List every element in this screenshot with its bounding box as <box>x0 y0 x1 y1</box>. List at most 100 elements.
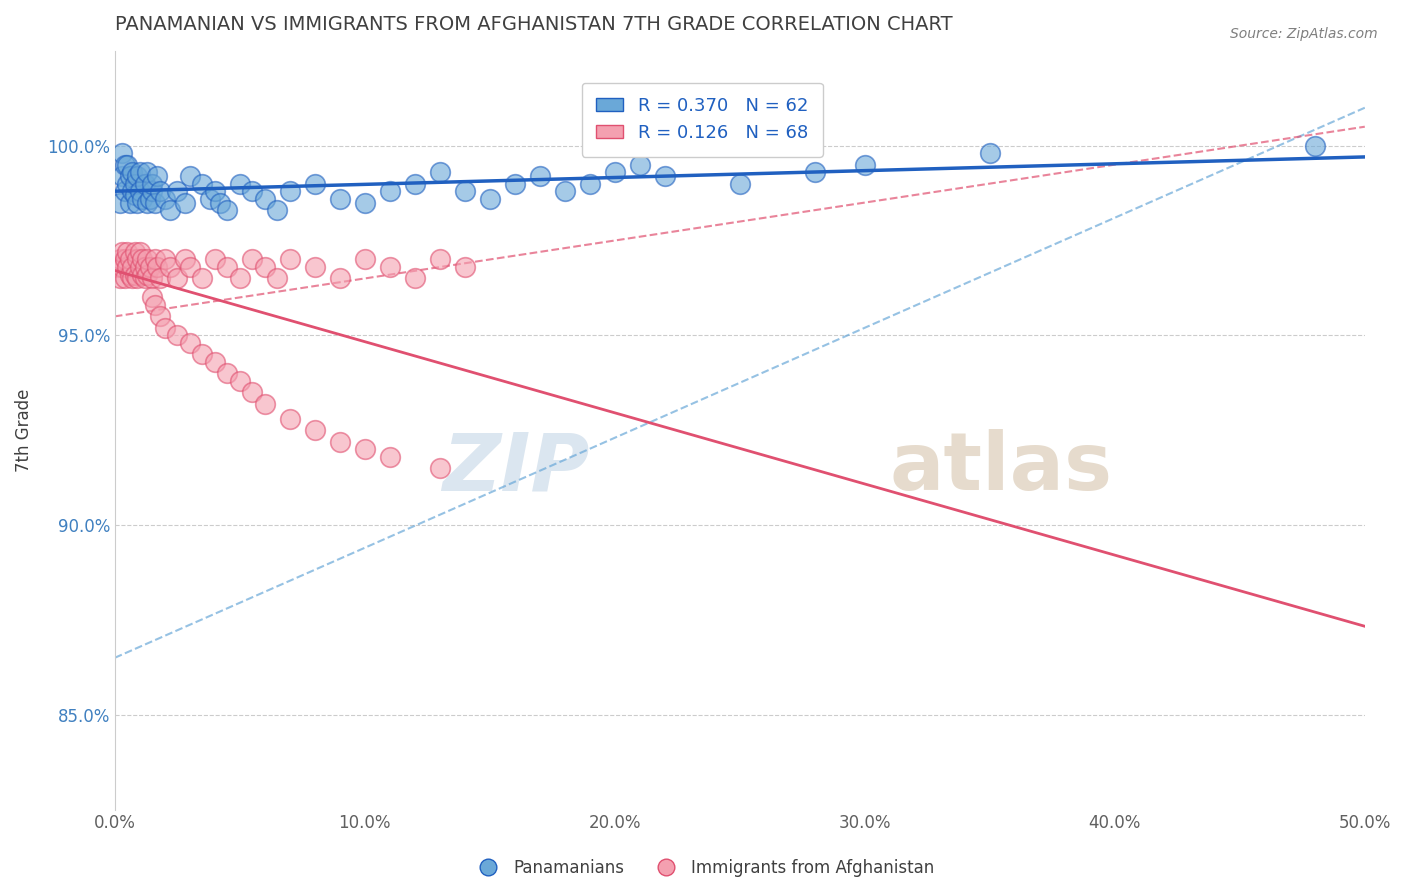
Point <box>191 271 214 285</box>
Point <box>173 252 195 267</box>
Point <box>173 195 195 210</box>
Point <box>240 252 263 267</box>
Point <box>108 195 131 210</box>
Point <box>217 366 239 380</box>
Point <box>146 260 169 274</box>
Point <box>454 260 477 274</box>
Point <box>728 177 751 191</box>
Point <box>128 165 150 179</box>
Point <box>141 184 163 198</box>
Point <box>111 260 134 274</box>
Point <box>329 434 352 449</box>
Point <box>136 165 159 179</box>
Point <box>159 203 181 218</box>
Point <box>429 461 451 475</box>
Point <box>141 271 163 285</box>
Point <box>804 165 827 179</box>
Point <box>153 252 176 267</box>
Point <box>143 298 166 312</box>
Point <box>105 260 128 274</box>
Point <box>304 260 326 274</box>
Point <box>134 260 156 274</box>
Point <box>278 252 301 267</box>
Point <box>253 260 276 274</box>
Point <box>149 310 172 324</box>
Point <box>229 177 252 191</box>
Point <box>153 320 176 334</box>
Point <box>478 192 501 206</box>
Point <box>266 203 288 218</box>
Point <box>554 184 576 198</box>
Point <box>127 252 149 267</box>
Point <box>111 244 134 259</box>
Y-axis label: 7th Grade: 7th Grade <box>15 389 32 472</box>
Point <box>127 169 149 183</box>
Text: PANAMANIAN VS IMMIGRANTS FROM AFGHANISTAN 7TH GRADE CORRELATION CHART: PANAMANIAN VS IMMIGRANTS FROM AFGHANISTA… <box>115 15 952 34</box>
Point <box>198 192 221 206</box>
Point <box>141 290 163 304</box>
Point <box>179 260 201 274</box>
Point <box>603 165 626 179</box>
Point <box>134 271 156 285</box>
Point <box>111 169 134 183</box>
Point <box>304 177 326 191</box>
Point <box>117 260 139 274</box>
Point <box>124 244 146 259</box>
Point <box>141 177 163 191</box>
Point <box>114 184 136 198</box>
Point <box>117 158 139 172</box>
Point <box>304 423 326 437</box>
Point <box>179 169 201 183</box>
Point <box>229 271 252 285</box>
Point <box>108 252 131 267</box>
Point <box>149 184 172 198</box>
Point <box>503 177 526 191</box>
Text: atlas: atlas <box>890 429 1114 508</box>
Point <box>134 177 156 191</box>
Point <box>131 252 153 267</box>
Point <box>121 165 143 179</box>
Point <box>127 195 149 210</box>
Point <box>139 260 162 274</box>
Point <box>124 177 146 191</box>
Point <box>253 397 276 411</box>
Point <box>240 385 263 400</box>
Point <box>128 260 150 274</box>
Point <box>979 146 1001 161</box>
Point <box>217 203 239 218</box>
Legend: Panamanians, Immigrants from Afghanistan: Panamanians, Immigrants from Afghanistan <box>465 853 941 884</box>
Point <box>111 146 134 161</box>
Point <box>118 252 141 267</box>
Point <box>128 184 150 198</box>
Point <box>208 195 231 210</box>
Point <box>266 271 288 285</box>
Point <box>124 268 146 282</box>
Point <box>117 244 139 259</box>
Point <box>166 271 188 285</box>
Point <box>578 177 600 191</box>
Point <box>121 260 143 274</box>
Point <box>166 184 188 198</box>
Point <box>179 335 201 350</box>
Point <box>229 374 252 388</box>
Point <box>136 268 159 282</box>
Point <box>329 271 352 285</box>
Point <box>159 260 181 274</box>
Point <box>1303 138 1326 153</box>
Point <box>529 169 551 183</box>
Point <box>146 169 169 183</box>
Point <box>131 268 153 282</box>
Point <box>191 177 214 191</box>
Point <box>404 271 426 285</box>
Point <box>191 347 214 361</box>
Point <box>378 450 401 464</box>
Point <box>127 271 149 285</box>
Point <box>204 184 226 198</box>
Point <box>121 184 143 198</box>
Point <box>404 177 426 191</box>
Point <box>278 184 301 198</box>
Point <box>114 158 136 172</box>
Point <box>253 192 276 206</box>
Point <box>329 192 352 206</box>
Point <box>139 192 162 206</box>
